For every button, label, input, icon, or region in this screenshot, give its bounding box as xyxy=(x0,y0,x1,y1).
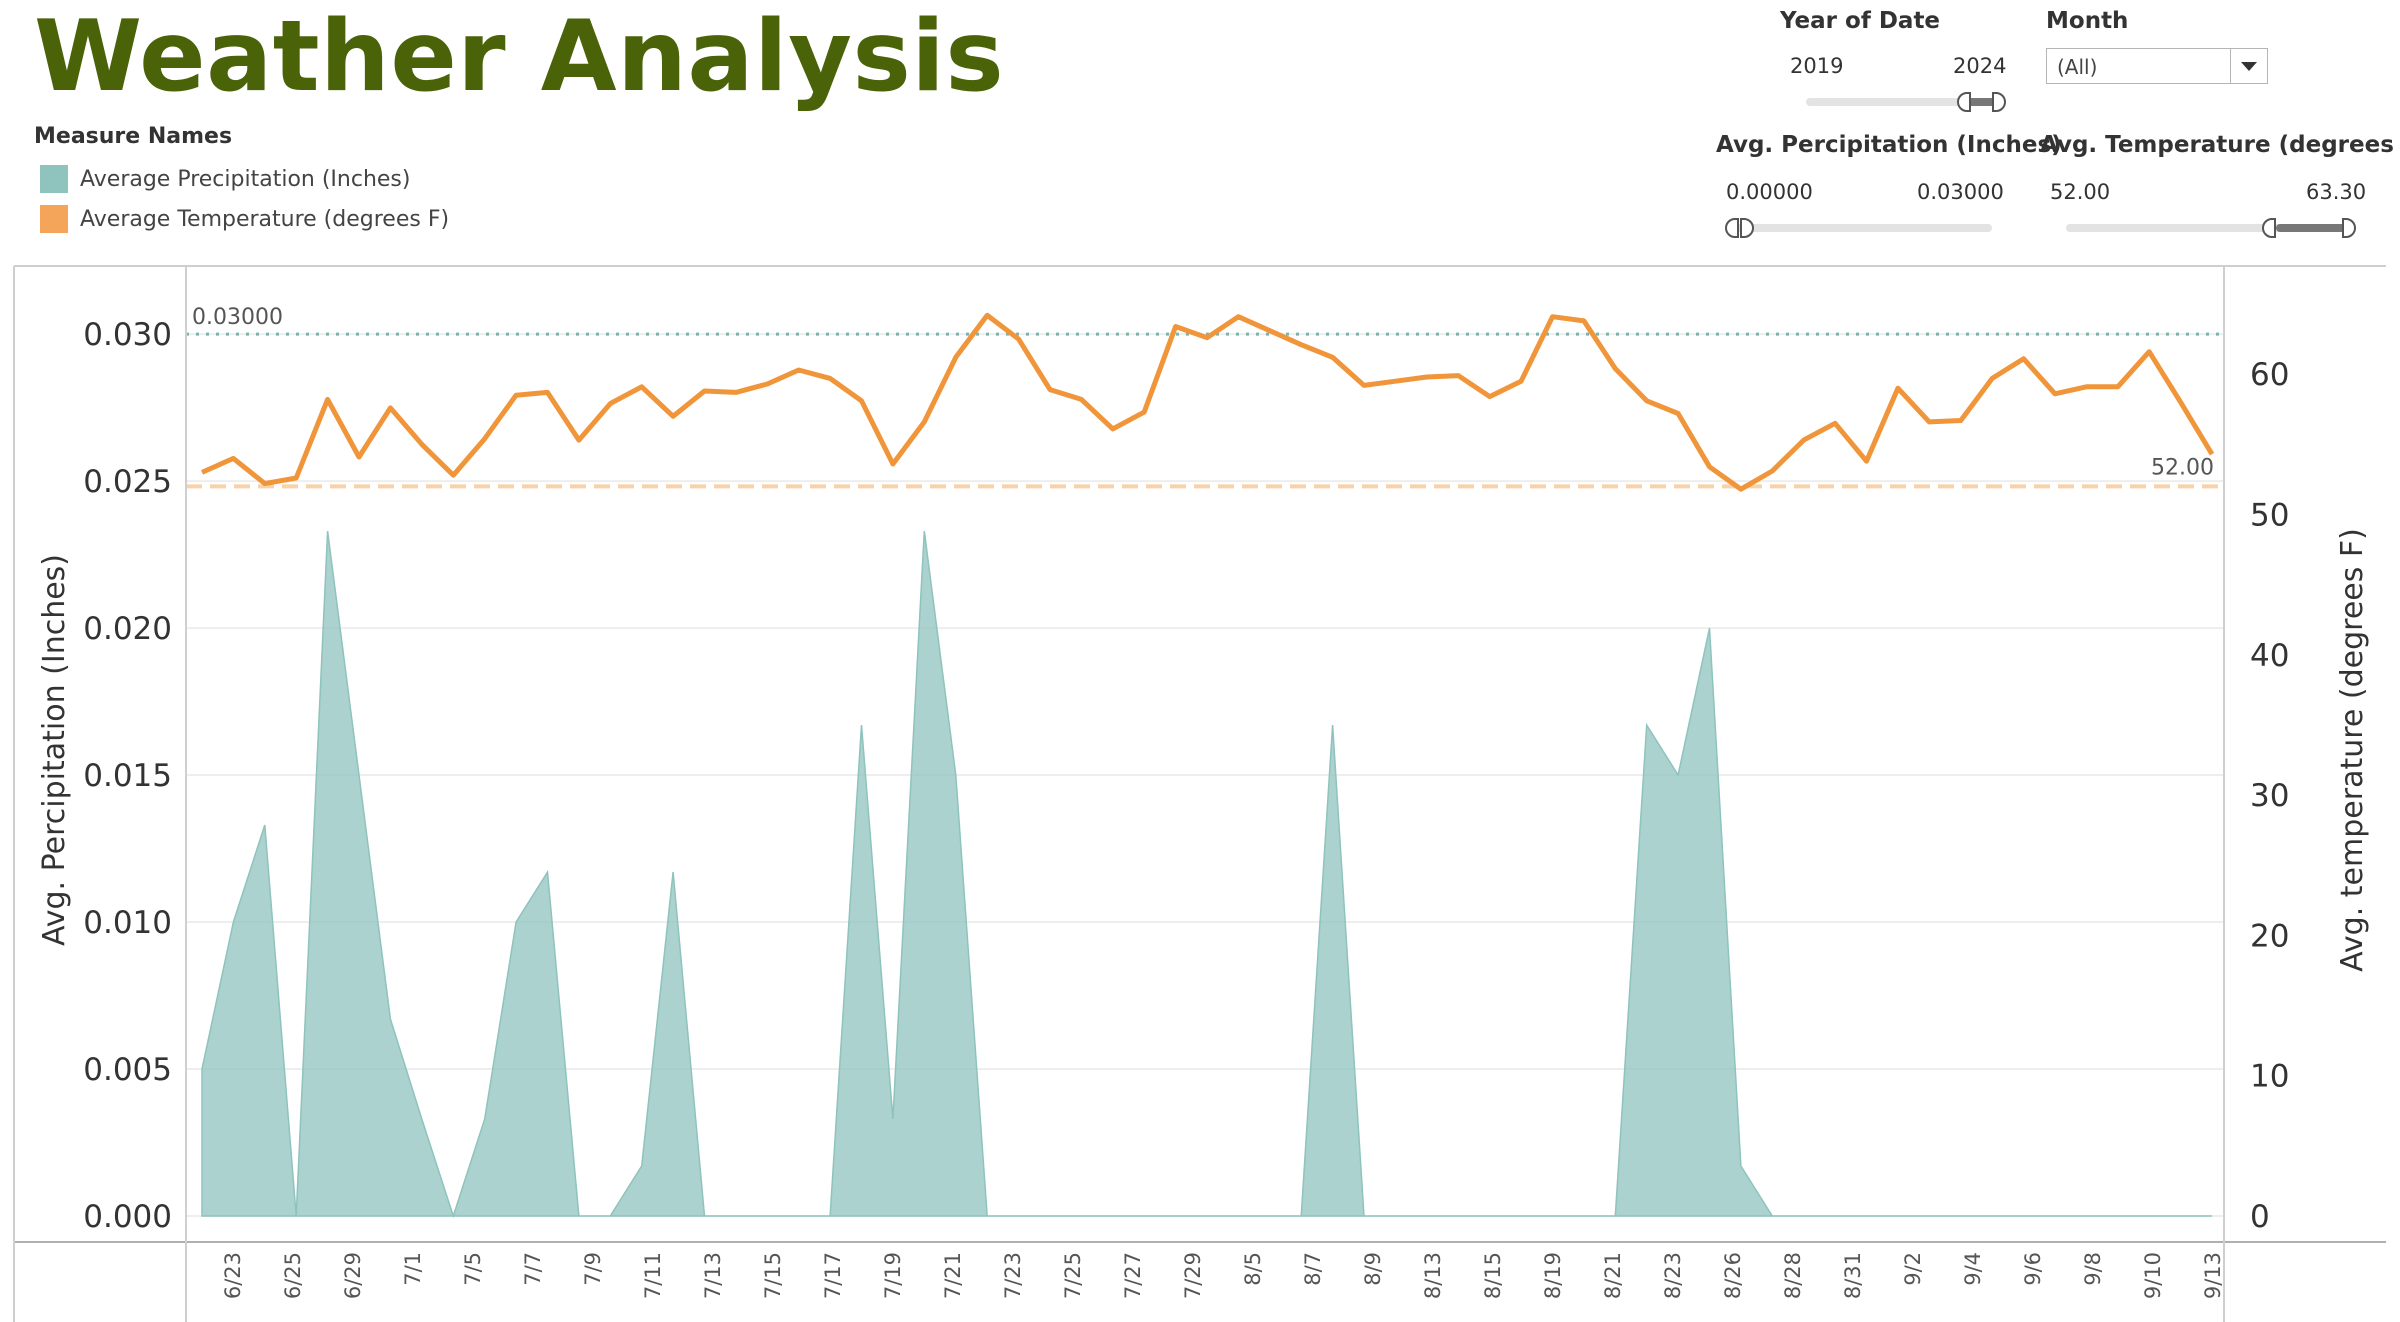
x-tick-label: 7/5 xyxy=(461,1252,485,1286)
x-tick-label: 8/9 xyxy=(1361,1252,1385,1286)
x-tick-label: 7/7 xyxy=(521,1252,545,1286)
month-dropdown-value: (All) xyxy=(2057,55,2098,79)
legend-label-precipitation: Average Precipitation (Inches) xyxy=(80,166,411,192)
x-tick-label: 8/23 xyxy=(1661,1252,1685,1299)
legend-title: Measure Names xyxy=(34,124,233,149)
x-tick-label: 7/11 xyxy=(641,1252,665,1299)
precip-slider-max-handle[interactable] xyxy=(1740,218,1754,238)
right-tick-label: 0 xyxy=(2250,1199,2270,1235)
year-filter-min: 2019 xyxy=(1790,54,1844,78)
left-tick-label: 0.020 xyxy=(83,611,172,647)
left-tick-label: 0.005 xyxy=(83,1052,172,1088)
x-tick-label: 6/23 xyxy=(221,1252,245,1299)
right-tick-label: 10 xyxy=(2250,1059,2289,1095)
month-dropdown-button[interactable] xyxy=(2230,49,2267,83)
x-tick-label: 8/31 xyxy=(1841,1252,1865,1299)
page-title: Weather Analysis xyxy=(34,0,1005,114)
left-tick-label: 0.025 xyxy=(83,464,172,500)
x-tick-label: 7/25 xyxy=(1061,1252,1085,1299)
x-tick-label: 9/8 xyxy=(2081,1252,2105,1286)
temp-slider-range xyxy=(2276,224,2352,232)
legend-item-precipitation[interactable]: Average Precipitation (Inches) xyxy=(34,159,449,199)
x-tick-label: 7/13 xyxy=(701,1252,725,1299)
legend-item-temperature[interactable]: Average Temperature (degrees F) xyxy=(34,199,449,239)
left-tick-label: 0.000 xyxy=(83,1199,172,1235)
x-tick-label: 8/28 xyxy=(1781,1252,1805,1299)
x-tick-label: 8/26 xyxy=(1721,1252,1745,1299)
x-tick-label: 9/10 xyxy=(2141,1252,2165,1299)
x-tick-label: 8/13 xyxy=(1421,1252,1445,1299)
precip-reference-label: 0.03000 xyxy=(192,305,283,330)
temp-slider-min-handle[interactable] xyxy=(2262,218,2276,238)
temperature-line[interactable] xyxy=(200,312,2215,492)
right-tick-label: 60 xyxy=(2250,357,2289,393)
chevron-down-icon xyxy=(2241,61,2257,71)
year-slider-max-handle[interactable] xyxy=(1992,92,2006,112)
year-filter-max: 2024 xyxy=(1953,54,2007,78)
x-axis-ticks: 6/23 6/25 6/29 7/1 7/5 7/7 7/9 7/11 7/13 7/15 7/17… xyxy=(221,1252,2225,1299)
x-tick-label: 7/27 xyxy=(1121,1252,1145,1299)
x-tick-label: 7/17 xyxy=(821,1252,845,1299)
year-filter-title: Year of Date xyxy=(1780,8,1941,34)
month-dropdown[interactable]: (All) xyxy=(2046,48,2268,84)
left-tick-label: 0.015 xyxy=(83,758,172,794)
precip-filter-title: Avg. Percipitation (Inches) xyxy=(1716,132,2062,158)
precipitation-swatch xyxy=(40,165,68,193)
x-tick-label: 7/9 xyxy=(581,1252,605,1286)
precip-slider-min-handle[interactable] xyxy=(1725,218,1739,238)
temp-filter-min: 52.00 xyxy=(2050,180,2111,204)
precip-slider-track[interactable] xyxy=(1726,224,1992,232)
x-tick-label: 7/21 xyxy=(941,1252,965,1299)
right-tick-label: 30 xyxy=(2250,778,2289,814)
x-tick-label: 8/19 xyxy=(1541,1252,1565,1299)
temperature-swatch xyxy=(40,205,68,233)
x-tick-label: 8/21 xyxy=(1601,1252,1625,1299)
x-tick-label: 7/1 xyxy=(401,1252,425,1286)
x-tick-label: 7/23 xyxy=(1001,1252,1025,1299)
x-tick-label: 8/15 xyxy=(1481,1252,1505,1299)
precip-filter-max: 0.03000 xyxy=(1917,180,2004,204)
right-axis-ticks: 0 10 20 30 40 50 60 xyxy=(2250,357,2289,1235)
right-tick-label: 50 xyxy=(2250,497,2289,533)
legend-label-temperature: Average Temperature (degrees F) xyxy=(80,206,450,232)
right-tick-label: 20 xyxy=(2250,918,2289,954)
right-tick-label: 40 xyxy=(2250,638,2289,674)
x-tick-label: 6/29 xyxy=(341,1252,365,1299)
x-tick-label: 9/6 xyxy=(2021,1252,2045,1286)
left-axis-title: Avg. Percipitation (Inches) xyxy=(37,554,72,946)
x-tick-label: 8/7 xyxy=(1301,1252,1325,1286)
x-tick-label: 7/15 xyxy=(761,1252,785,1299)
year-slider-min-handle[interactable] xyxy=(1957,92,1971,112)
precipitation-area[interactable] xyxy=(201,531,2212,1219)
left-tick-label: 0.010 xyxy=(83,905,172,941)
temp-filter-title: Avg. Temperature (degrees F) xyxy=(2040,132,2400,158)
x-tick-label: 9/13 xyxy=(2201,1252,2225,1299)
x-tick-label: 9/4 xyxy=(1961,1252,1985,1286)
right-axis-title: Avg. temperature (degrees F) xyxy=(2335,528,2370,972)
chart-frame xyxy=(13,265,2386,1322)
x-tick-label: 8/5 xyxy=(1241,1252,1265,1286)
x-tick-label: 6/25 xyxy=(281,1252,305,1299)
x-tick-label: 9/2 xyxy=(1901,1252,1925,1286)
left-axis-ticks: 0.000 0.005 0.010 0.015 0.020 0.025 0.030 xyxy=(83,317,172,1235)
left-tick-label: 0.030 xyxy=(83,317,172,353)
year-slider-range xyxy=(1964,98,2000,106)
x-tick-label: 7/29 xyxy=(1181,1252,1205,1299)
precip-filter-min: 0.00000 xyxy=(1726,180,1813,204)
x-tick-label: 7/19 xyxy=(881,1252,905,1299)
temp-reference-label: 52.00 xyxy=(2151,455,2214,480)
temp-filter-max: 63.30 xyxy=(2306,180,2367,204)
temp-slider-max-handle[interactable] xyxy=(2342,218,2356,238)
year-slider-track[interactable] xyxy=(1806,98,2006,106)
legend: Measure Names Average Precipitation (Inc… xyxy=(34,124,449,239)
temp-slider-track[interactable] xyxy=(2066,224,2356,232)
month-filter-title: Month xyxy=(2046,8,2129,34)
